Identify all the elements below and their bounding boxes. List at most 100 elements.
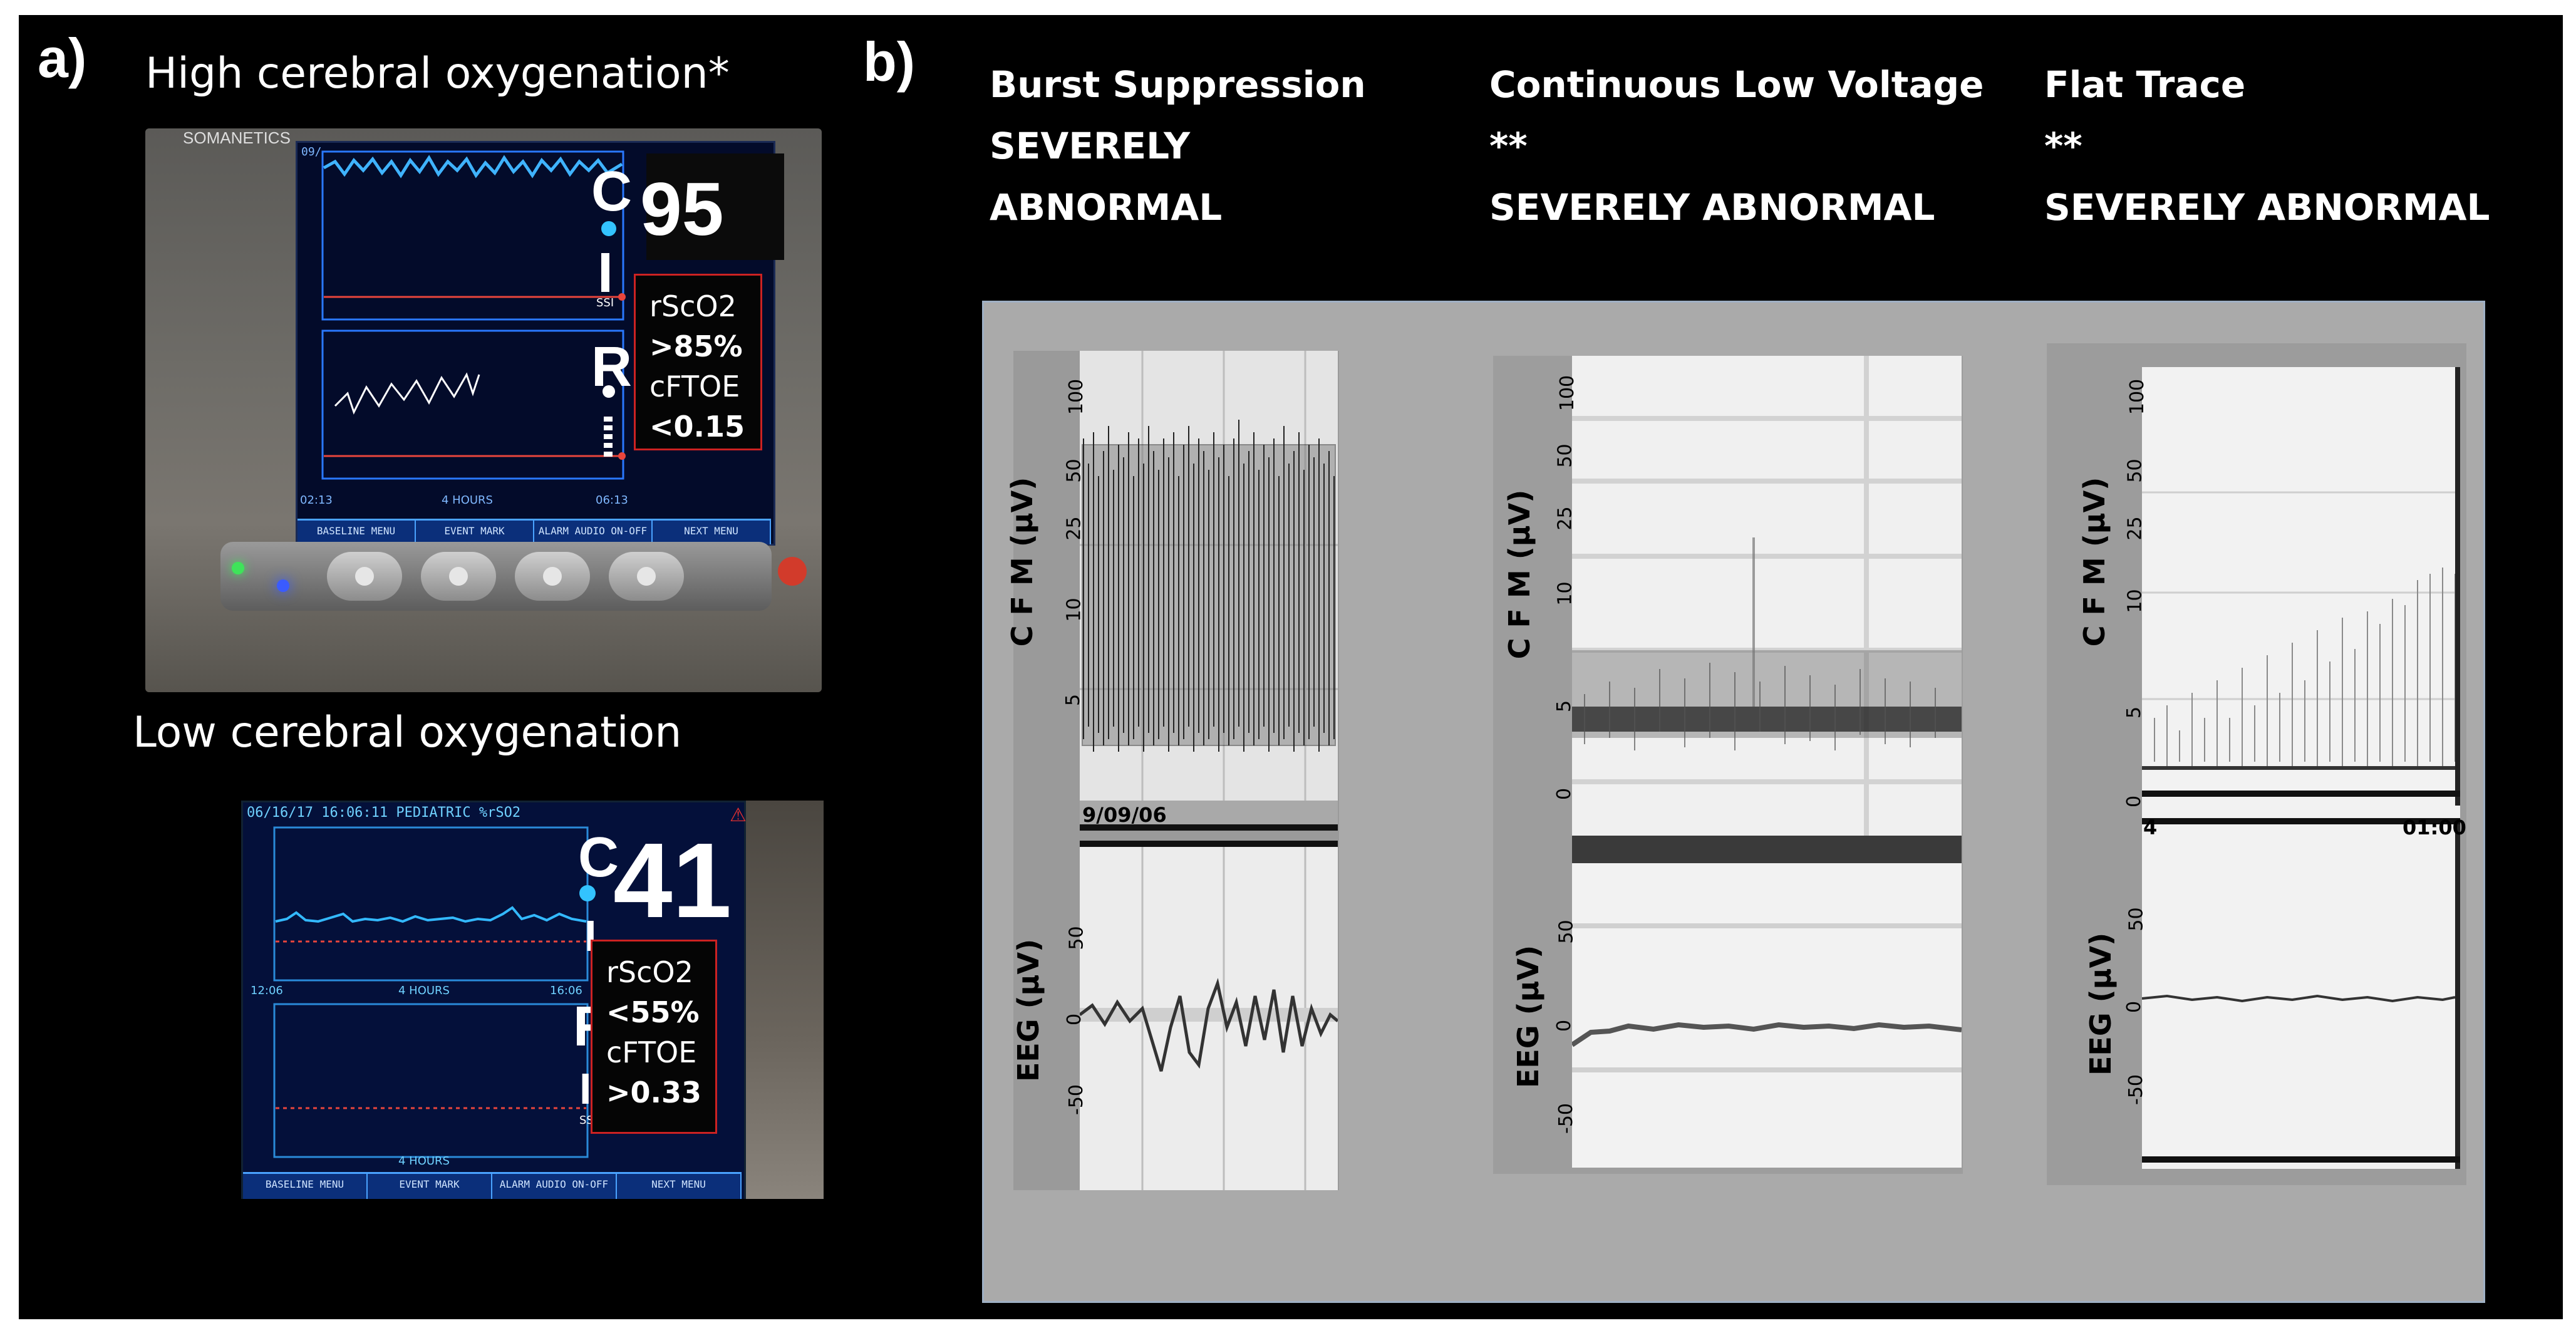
col3-cfm-axis-label: C F M (μV) — [2077, 477, 2111, 647]
hours-label-low: 4 HOURS — [398, 984, 450, 997]
col1-cfm-tick-10: 10 — [1063, 598, 1085, 622]
col3-eeg-tick-neg50: -50 — [2125, 1074, 2147, 1105]
monitor-photo-high: SOMANETICS 09/ 02:13 4 HOURS 06:13 BASEL… — [145, 128, 822, 692]
rsco2-value-high: >85% — [649, 329, 743, 363]
metrics-box-low: rScO2 <55% cFTOE >0.33 — [591, 940, 717, 1134]
col2-trace — [1572, 356, 1962, 1168]
col3-eeg-axis-label: EEG (μV) — [2084, 932, 2118, 1076]
trend-graphs-low — [273, 826, 589, 1158]
col1-header: Burst Suppression SEVERELY ABNORMAL — [990, 54, 1366, 238]
col1-line3: ABNORMAL — [990, 186, 1223, 229]
col3-cfm-tick-0: 0 — [2123, 795, 2146, 808]
time-start-low: 12:06 — [251, 984, 283, 997]
ssi-bar-high — [604, 417, 613, 460]
col2-cfm-tick-100: 100 — [1556, 375, 1579, 412]
monitor-bezel — [220, 542, 772, 611]
hardware-button-4[interactable] — [609, 552, 684, 601]
col2-eeg-tick-50: 50 — [1555, 920, 1578, 944]
col3-header: Flat Trace ** SEVERELY ABNORMAL — [2044, 54, 2490, 238]
monitor-header-line: 06/16/17 16:06:11 PEDIATRIC %rSO2 — [247, 805, 521, 821]
col1-line2: SEVERELY — [990, 125, 1191, 167]
next-menu-button-low[interactable]: NEXT MENU — [617, 1174, 742, 1199]
monitor-menu-low[interactable]: BASELINE MENU EVENT MARK ALARM AUDIO ON-… — [243, 1172, 742, 1199]
col1-eeg-tick-0: 0 — [1063, 1013, 1086, 1026]
monitor-brand: SOMANETICS — [183, 128, 291, 147]
col3-line3: SEVERELY ABNORMAL — [2044, 186, 2490, 229]
col2-title: Continuous Low Voltage — [1489, 63, 1984, 106]
c-indicator-dot — [601, 221, 616, 236]
col2-eeg-axis-label: EEG (μV) — [1511, 945, 1545, 1088]
alarm-audio-button[interactable]: ALARM AUDIO ON-OFF — [534, 521, 653, 544]
next-menu-button[interactable]: NEXT MENU — [653, 521, 771, 544]
alarm-button-icon[interactable] — [778, 557, 807, 586]
hardware-button-1[interactable] — [327, 552, 402, 601]
value-box-high — [646, 153, 784, 260]
hardware-button-3[interactable] — [515, 552, 590, 601]
col2-header: Continuous Low Voltage ** SEVERELY ABNOR… — [1489, 54, 1984, 238]
letter-i-high: I — [597, 242, 614, 304]
hardware-button-2[interactable] — [421, 552, 496, 601]
power-led-icon — [232, 562, 244, 574]
col1-eeg-axis-label: EEG (μV) — [1011, 938, 1045, 1082]
top-scale-label: 09/ — [301, 145, 322, 158]
rso2-value-low: 41 — [613, 821, 732, 940]
letter-c-high: C — [591, 160, 632, 223]
time-start-high: 02:13 — [300, 494, 333, 507]
cftoe-label-low: cFTOE — [606, 1035, 697, 1069]
letter-c-low: C — [578, 826, 619, 889]
baseline-menu-button[interactable]: BASELINE MENU — [297, 521, 416, 544]
ssi-label-high: SSI — [596, 296, 614, 309]
col2-cfm-axis-label: C F M (μV) — [1503, 489, 1536, 660]
col3-title: Flat Trace — [2044, 63, 2246, 106]
monitor-photo-low: 06/16/17 16:06:11 PEDIATRIC %rSO2 12:06 … — [241, 801, 824, 1199]
panel-b-label: b) — [863, 31, 916, 93]
hours-label-low-2: 4 HOURS — [398, 1154, 450, 1168]
baseline-menu-button-low[interactable]: BASELINE MENU — [243, 1174, 368, 1199]
metrics-box-high: rScO2 >85% cFTOE <0.15 — [634, 274, 762, 450]
col2-cfm-tick-0: 0 — [1553, 787, 1576, 801]
col2-cfm-tick-25: 25 — [1554, 506, 1576, 531]
event-mark-button-low[interactable]: EVENT MARK — [368, 1174, 492, 1199]
col3-cfm-tick-5: 5 — [2123, 706, 2146, 719]
hours-label-high: 4 HOURS — [442, 494, 493, 507]
col1-cfm-tick-50: 50 — [1063, 459, 1085, 483]
col1-date-label: 9/09/06 — [1082, 803, 1167, 827]
rsco2-value-low: <55% — [606, 995, 700, 1029]
monitor-menu-high[interactable]: BASELINE MENU EVENT MARK ALARM AUDIO ON-… — [297, 519, 771, 544]
alarm-audio-button-low[interactable]: ALARM AUDIO ON-OFF — [492, 1174, 617, 1199]
low-oxygenation-caption: Low cerebral oxygenation — [133, 708, 682, 757]
col3-date-label-right: 01:00 — [2403, 816, 2466, 839]
time-end-high: 06:13 — [596, 494, 628, 507]
col1-cfm-axis-label: C F M (μV) — [1005, 477, 1039, 647]
status-led-icon — [277, 579, 289, 592]
col1-eeg-tick-50: 50 — [1065, 926, 1088, 950]
col1-eeg-tick-neg50: -50 — [1065, 1084, 1087, 1115]
cftoe-value-high: <0.15 — [649, 410, 745, 443]
col3-cfm-tick-50: 50 — [2124, 459, 2146, 483]
col1-title: Burst Suppression — [990, 63, 1366, 106]
col3-date-label-left: 4 — [2143, 816, 2158, 839]
panel-a-label: a) — [38, 27, 87, 89]
col2-line3: SEVERELY ABNORMAL — [1489, 186, 1935, 229]
letter-i-low-2: I — [579, 1064, 592, 1113]
rso2-value-high: 95 — [640, 167, 724, 251]
time-end-low: 16:06 — [550, 984, 582, 997]
rsco2-label-low: rScO2 — [606, 955, 693, 989]
col1-cfm-tick-25: 25 — [1063, 516, 1085, 541]
c-indicator-dot-low — [579, 885, 596, 901]
col3-cfm-tick-25: 25 — [2124, 516, 2146, 541]
col2-line2: ** — [1489, 125, 1528, 167]
col2-cfm-tick-10: 10 — [1554, 581, 1576, 606]
col2-cfm-tick-5: 5 — [1553, 700, 1576, 713]
col2-eeg-tick-neg50: -50 — [1555, 1103, 1577, 1134]
col3-eeg-tick-0: 0 — [2123, 1000, 2146, 1014]
cftoe-value-low: >0.33 — [606, 1076, 702, 1109]
r-indicator-dot — [603, 385, 615, 398]
col3-cfm-tick-10: 10 — [2124, 589, 2146, 613]
col3-trace — [2142, 367, 2460, 1169]
col3-eeg-tick-50: 50 — [2125, 907, 2148, 931]
event-mark-button[interactable]: EVENT MARK — [416, 521, 534, 544]
trend-graphs-high — [321, 150, 626, 480]
col3-cfm-tick-100: 100 — [2126, 378, 2149, 415]
col1-cfm-tick-100: 100 — [1065, 378, 1088, 415]
